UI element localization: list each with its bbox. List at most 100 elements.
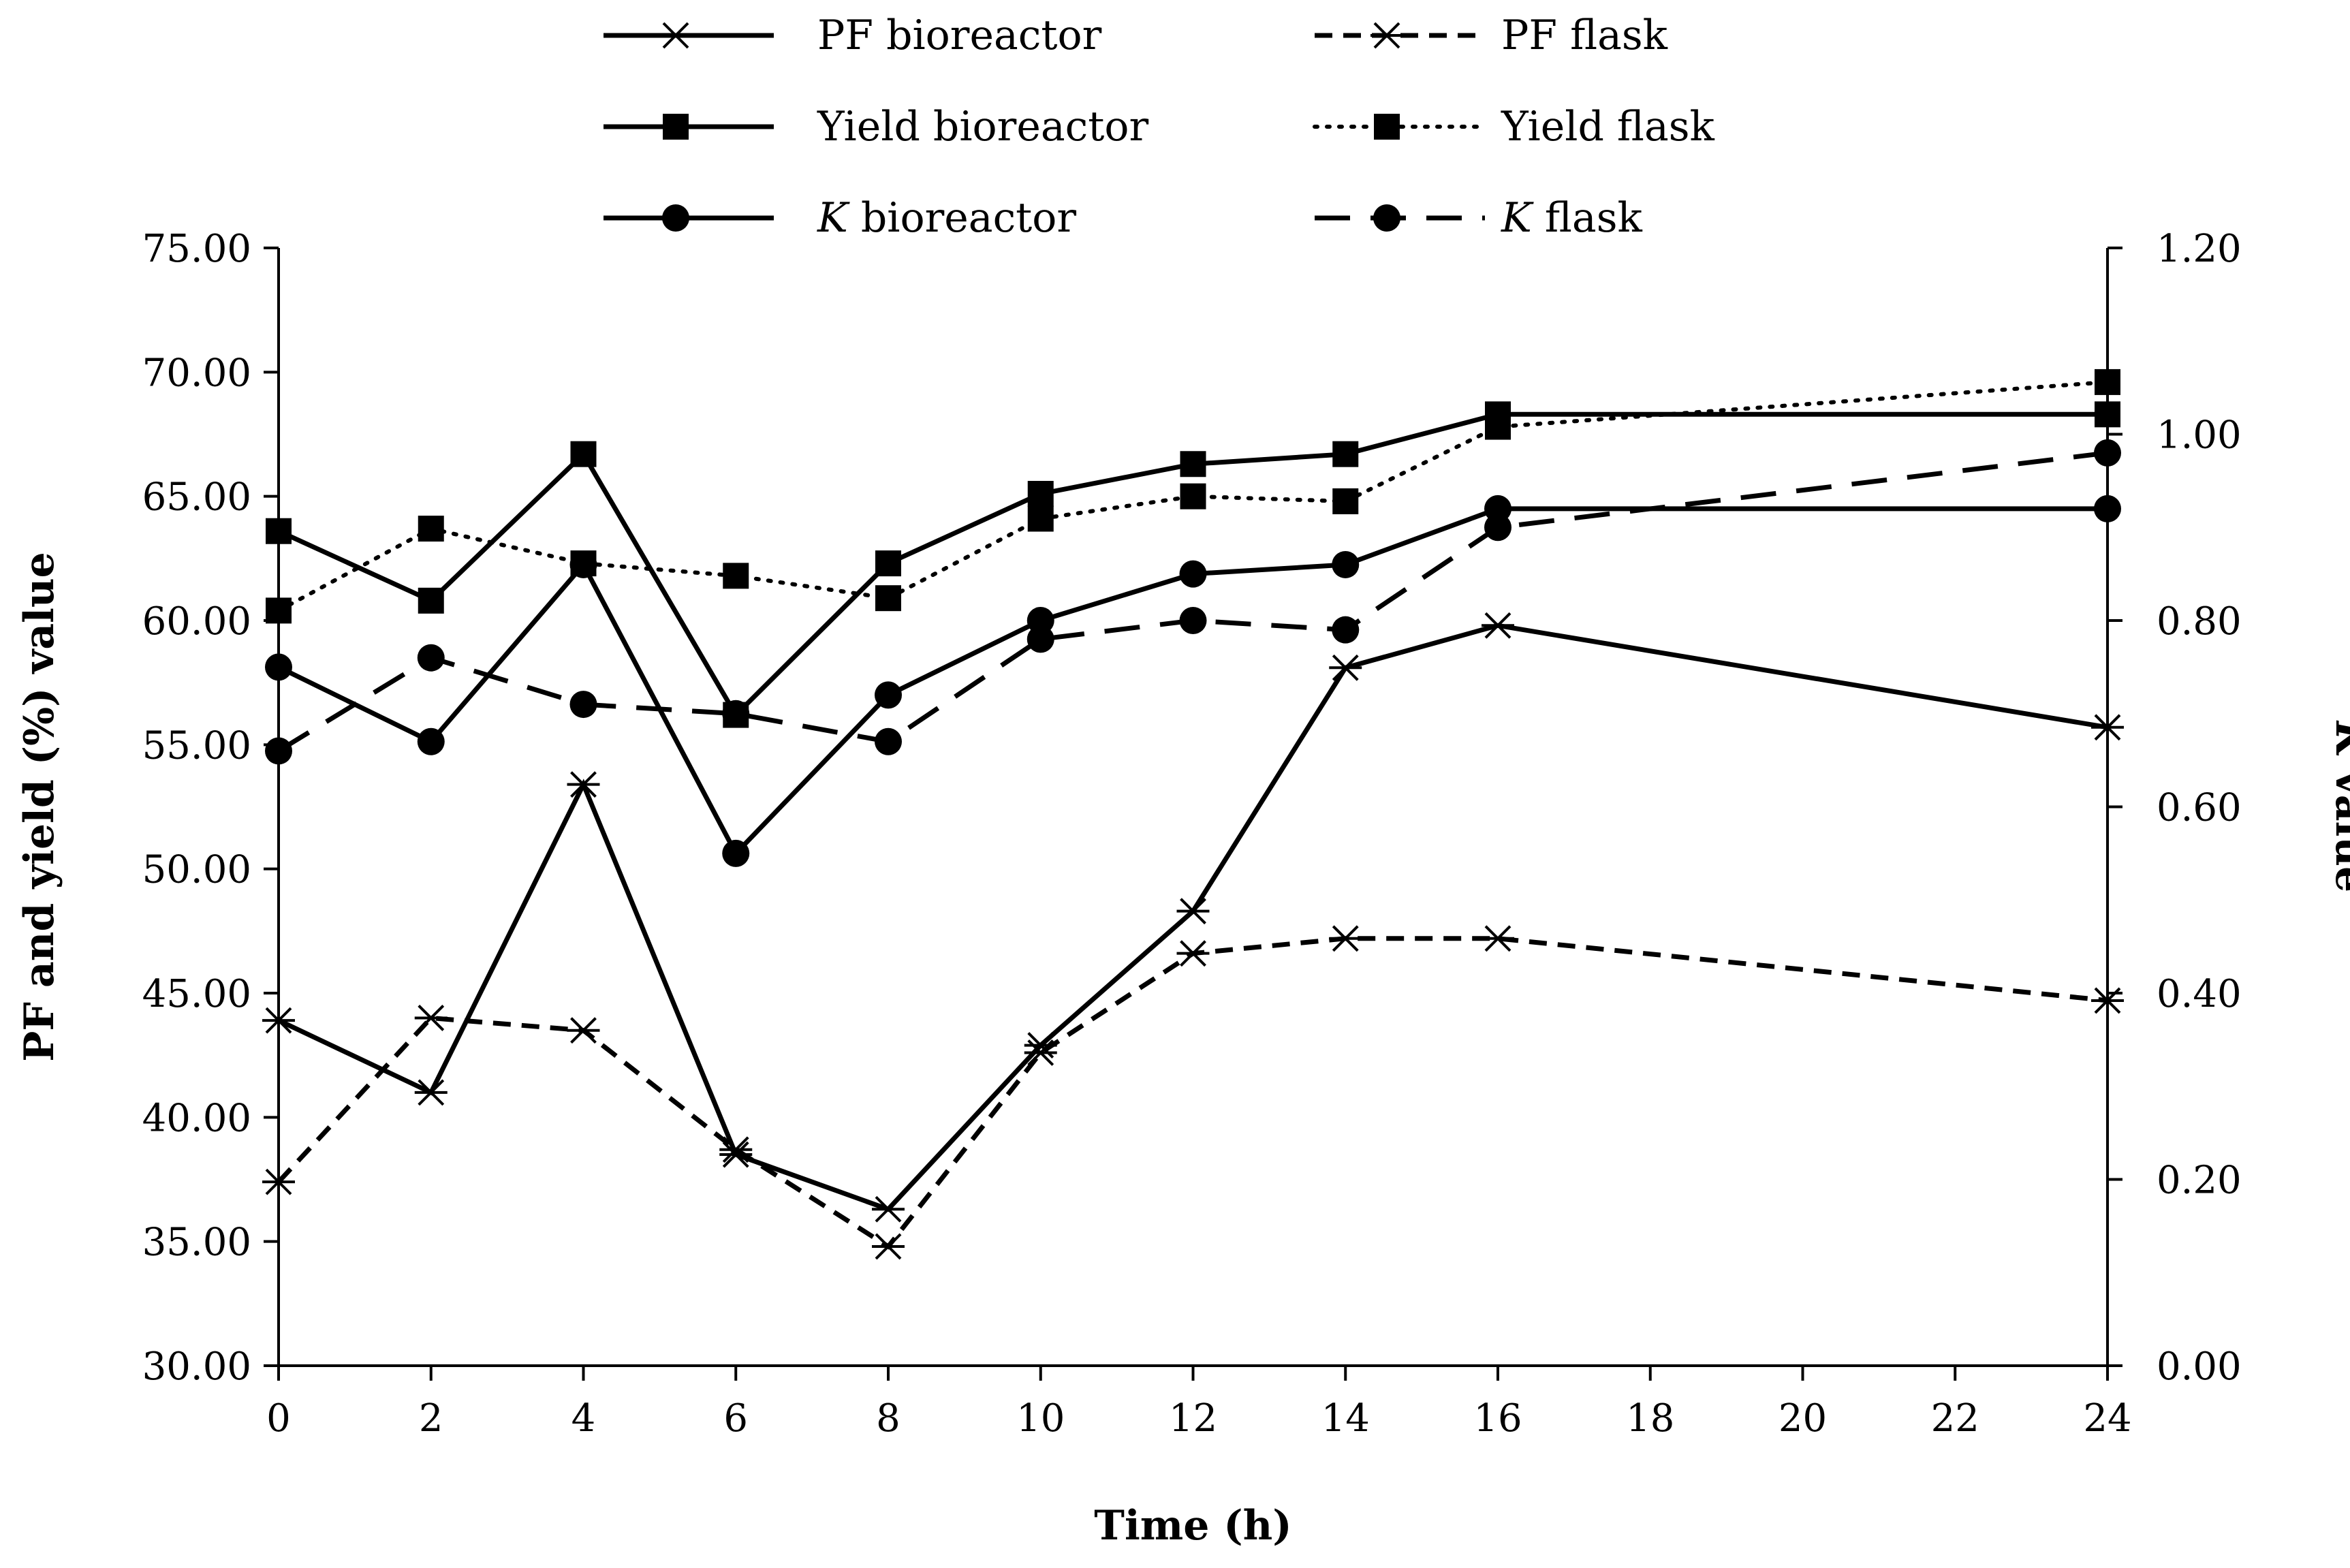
y-left-tick-label: 60.00 bbox=[142, 599, 251, 644]
data-point-k-flask bbox=[875, 727, 902, 755]
series-pf-bioreactor bbox=[262, 612, 2124, 1223]
data-point-pf-bioreactor bbox=[414, 1079, 448, 1106]
legend-label: Yield flask bbox=[1501, 103, 1715, 151]
data-point-yield-bioreactor bbox=[266, 518, 292, 544]
data-point-k-flask bbox=[569, 691, 597, 719]
data-point-k-flask bbox=[2094, 439, 2121, 467]
series-pf-flask bbox=[262, 925, 2124, 1260]
y-left-tick-label: 30.00 bbox=[142, 1345, 251, 1389]
series-line-k-flask bbox=[277, 450, 2108, 753]
legend: PF bioreactor PF flask Yield bioreactor Yie… bbox=[604, 12, 1715, 242]
legend-label: PF flask bbox=[1501, 12, 1668, 59]
x-tick-label: 0 bbox=[266, 1396, 291, 1441]
data-point-pf-bioreactor bbox=[567, 771, 600, 798]
y-axis-left-title: PF and yield (%) value bbox=[16, 552, 63, 1061]
data-point-yield-flask bbox=[1180, 483, 1206, 509]
data-point-k-flask bbox=[1027, 625, 1054, 653]
y-left-tick-label: 45.00 bbox=[142, 972, 251, 1016]
series-k-flask bbox=[265, 439, 2121, 765]
x-tick-label: 12 bbox=[1169, 1396, 1217, 1441]
y-axis-right-title-italic: K bbox=[2326, 720, 2350, 759]
legend-marker bbox=[1373, 204, 1400, 232]
legend-item-pf-bioreactor: PF bioreactor bbox=[604, 12, 1102, 59]
data-point-yield-bioreactor bbox=[1180, 451, 1206, 477]
x-tick-label: 18 bbox=[1626, 1396, 1674, 1441]
x-axis-title: Time (h) bbox=[1094, 1502, 1291, 1550]
data-point-yield-bioreactor bbox=[1332, 441, 1359, 467]
data-point-pf-flask bbox=[567, 1017, 600, 1044]
y-left-tick-label: 75.00 bbox=[142, 227, 251, 271]
legend-label: K flask bbox=[1501, 194, 1642, 242]
data-point-pf-bioreactor bbox=[1176, 898, 1210, 925]
x-tick-label: 16 bbox=[1473, 1396, 1522, 1441]
series-k-bioreactor bbox=[265, 495, 2121, 867]
legend-marker bbox=[659, 22, 692, 49]
data-point-yield-flask bbox=[875, 585, 901, 612]
y-right-tick-label: 0.80 bbox=[2157, 599, 2242, 644]
data-point-pf-bioreactor bbox=[262, 1007, 295, 1034]
x-tick-label: 4 bbox=[571, 1396, 596, 1441]
data-point-k-flask bbox=[1179, 607, 1207, 634]
legend-marker bbox=[662, 204, 689, 232]
data-point-yield-flask bbox=[266, 597, 292, 624]
axes: 30.00 35.00 4 0.00 45.00 50.00 55.00 60.00 65.00… bbox=[142, 227, 2242, 1441]
y-right-tick-label: 1.20 bbox=[2157, 227, 2242, 271]
data-point-yield-flask bbox=[2095, 369, 2120, 395]
legend-item-yield-bioreactor: Yield bioreactor bbox=[604, 103, 1148, 151]
y-left-tick-label: 35.00 bbox=[142, 1221, 251, 1265]
data-point-pf-flask bbox=[1024, 1039, 1057, 1066]
y-right-tick-label: 1.00 bbox=[2157, 413, 2242, 458]
y-left-tick-label: 70.00 bbox=[142, 351, 251, 395]
series-layer bbox=[262, 369, 2124, 1260]
data-point-yield-flask bbox=[1027, 505, 1054, 532]
legend-label: K bioreactor bbox=[817, 194, 1076, 242]
x-tick-label: 22 bbox=[1931, 1396, 1979, 1441]
legend-marker bbox=[1370, 22, 1403, 49]
x-tick-label: 14 bbox=[1321, 1396, 1370, 1441]
y-right-tick-label: 0.20 bbox=[2157, 1159, 2242, 1203]
x-tick-label: 2 bbox=[419, 1396, 443, 1441]
legend-marker bbox=[663, 114, 689, 140]
y-left-tick-label: 65.00 bbox=[142, 475, 251, 520]
x-tick-label: 24 bbox=[2083, 1396, 2131, 1441]
data-point-yield-flask bbox=[418, 516, 444, 542]
y-left-tick-label: 50.00 bbox=[142, 848, 251, 892]
data-point-k-bioreactor bbox=[1179, 560, 1207, 588]
series-line-pf-bioreactor bbox=[277, 623, 2108, 1212]
legend-item-k-bioreactor: K bioreactor bbox=[604, 194, 1076, 242]
data-point-yield-bioreactor bbox=[2095, 401, 2120, 428]
y-left-tick-label: 55.00 bbox=[142, 723, 251, 768]
series-line-yield-flask bbox=[277, 379, 2110, 613]
data-point-pf-flask bbox=[414, 1005, 448, 1031]
x-tick-label: 8 bbox=[876, 1396, 900, 1441]
legend-label: PF bioreactor bbox=[817, 12, 1102, 59]
data-point-pf-flask bbox=[2091, 987, 2124, 1014]
y-axis-right-title: K value bbox=[2326, 720, 2350, 892]
data-point-pf-bioreactor bbox=[1329, 654, 1362, 681]
y-right-tick-label: 0.40 bbox=[2157, 972, 2242, 1016]
data-point-yield-bioreactor bbox=[418, 587, 444, 614]
data-point-k-bioreactor bbox=[569, 550, 597, 578]
x-tick-label: 10 bbox=[1016, 1396, 1065, 1441]
data-point-pf-bioreactor bbox=[2091, 714, 2124, 741]
data-point-yield-bioreactor bbox=[875, 550, 901, 577]
data-point-yield-flask bbox=[723, 563, 749, 589]
data-point-k-bioreactor bbox=[1484, 495, 1511, 522]
data-point-pf-flask bbox=[1176, 940, 1210, 967]
data-point-pf-flask bbox=[262, 1168, 295, 1195]
series-line-pf-flask bbox=[277, 936, 2108, 1250]
data-point-yield-bioreactor bbox=[1027, 481, 1054, 507]
data-point-k-flask bbox=[265, 737, 292, 765]
data-point-k-flask bbox=[722, 700, 750, 727]
data-point-k-bioreactor bbox=[1027, 607, 1054, 634]
data-point-yield-flask bbox=[1332, 488, 1359, 514]
legend-item-pf-flask: PF flask bbox=[1315, 12, 1668, 59]
y-axis-right-title-rest: value bbox=[2326, 757, 2350, 892]
data-point-k-bioreactor bbox=[265, 653, 292, 681]
data-point-k-flask bbox=[1484, 514, 1511, 542]
y-right-tick-label: 0.00 bbox=[2157, 1345, 2242, 1389]
data-point-k-bioreactor bbox=[417, 727, 445, 755]
data-point-pf-bioreactor bbox=[1482, 612, 1514, 639]
data-point-k-flask bbox=[1332, 616, 1360, 644]
